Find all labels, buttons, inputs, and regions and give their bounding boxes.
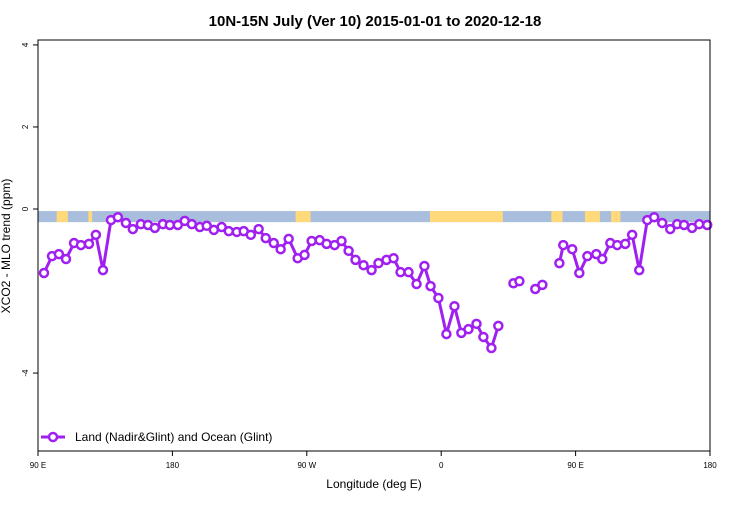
land-patch — [295, 211, 311, 223]
data-point — [299, 249, 310, 261]
data-point — [626, 229, 638, 241]
data-point — [306, 235, 317, 247]
data-point — [537, 279, 548, 291]
plot-frame — [37, 39, 711, 452]
chart-title: 10N-15N July (Ver 10) 2015-01-01 to 2020… — [209, 13, 542, 30]
data-point — [260, 232, 271, 244]
data-point — [38, 267, 50, 279]
data-point — [634, 264, 645, 276]
data-point — [245, 229, 257, 241]
data-point — [664, 223, 676, 235]
x-tick-label: 180 — [166, 461, 180, 470]
land-patch — [616, 211, 621, 223]
data-point — [120, 217, 132, 229]
data-point — [471, 318, 482, 330]
data-point — [149, 222, 161, 234]
data-point — [127, 223, 139, 235]
data-point — [321, 238, 332, 250]
data-point — [425, 280, 436, 292]
data-point — [60, 253, 72, 265]
land-patch — [551, 211, 563, 223]
data-point — [554, 257, 565, 269]
data-point — [112, 211, 124, 223]
legend-label: Land (Nadir&Glint) and Ocean (Glint) — [75, 430, 272, 444]
data-point — [403, 266, 414, 278]
data-point — [75, 239, 87, 251]
data-point — [648, 211, 660, 223]
x-tick-label: 180 — [703, 461, 717, 470]
data-point — [433, 292, 444, 304]
x-tick-label: 0 — [439, 461, 444, 470]
data-point — [620, 238, 631, 250]
data-point — [478, 331, 489, 343]
data-point — [514, 275, 525, 287]
data-point — [275, 243, 286, 255]
x-axis-label: Longitude (deg E) — [326, 477, 421, 491]
data-point — [701, 219, 713, 231]
data-point — [223, 225, 235, 237]
land-patch — [88, 211, 93, 223]
data-point — [463, 323, 474, 335]
data-point — [486, 342, 497, 354]
data-point — [97, 264, 109, 276]
y-tick-label: -4 — [21, 369, 30, 377]
data-point — [419, 260, 430, 272]
data-point — [441, 328, 452, 340]
legend-marker — [47, 431, 59, 443]
data-point — [656, 217, 668, 229]
land-patch — [611, 211, 617, 223]
surface-band — [38, 211, 710, 223]
data-point — [493, 320, 504, 332]
data-point — [597, 253, 608, 265]
ocean-band — [38, 211, 710, 223]
data-point — [582, 250, 593, 262]
data-point — [693, 218, 705, 230]
legend: Land (Nadir&Glint) and Ocean (Glint) — [41, 430, 272, 444]
data-point — [611, 239, 623, 251]
data-point — [358, 259, 369, 271]
x-tick-label: 90 W — [297, 461, 316, 470]
data-point — [83, 238, 95, 250]
series-layer — [38, 211, 713, 354]
y-tick-label: 0 — [21, 206, 30, 211]
x-axis: 90 E 180 90 W 0 90 E 180 — [30, 451, 717, 470]
data-point — [253, 223, 264, 235]
data-point — [411, 278, 422, 290]
data-point — [343, 245, 354, 257]
land-patch — [430, 211, 503, 223]
data-point — [283, 233, 294, 245]
data-point — [336, 235, 347, 247]
data-point — [574, 267, 585, 279]
x-tick-label: 90 E — [567, 461, 583, 470]
y-axis: 4 2 0 -4 — [21, 42, 38, 377]
data-point — [350, 254, 361, 266]
land-patch — [56, 211, 68, 223]
land-patch — [584, 211, 600, 223]
x-tick-label: 90 E — [30, 461, 46, 470]
data-point — [268, 237, 280, 249]
data-point — [388, 252, 399, 264]
data-point — [90, 229, 102, 241]
data-point — [558, 239, 569, 251]
data-point — [53, 248, 65, 260]
y-tick-label: 2 — [21, 124, 30, 129]
data-point — [566, 243, 578, 255]
y-axis-label: XCO2 - MLO trend (ppm) — [0, 179, 13, 314]
data-point — [366, 264, 377, 276]
y-tick-label: 4 — [21, 42, 30, 47]
data-point — [449, 300, 460, 312]
